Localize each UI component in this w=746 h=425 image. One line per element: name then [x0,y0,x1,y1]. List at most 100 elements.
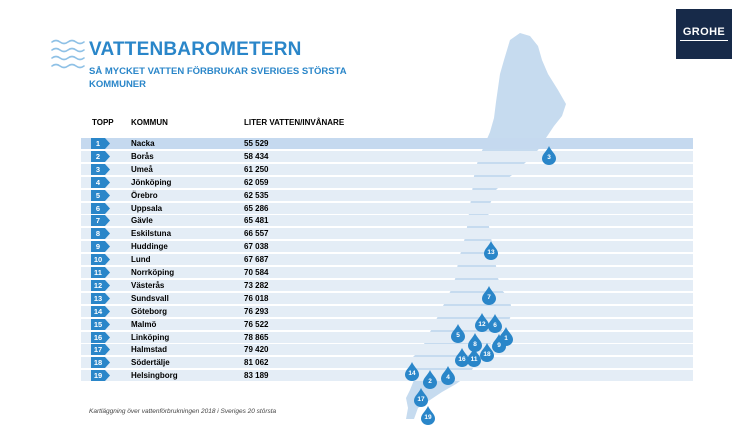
water-value: 76 018 [244,294,269,303]
municipality-name: Helsingborg [131,371,178,380]
municipality-name: Uppsala [131,204,163,213]
rank-badge: 5 [91,190,111,201]
rank-number: 2 [95,152,101,161]
rank-badge: 9 [91,241,111,252]
rank-badge: 17 [91,344,111,355]
pin-label: 18 [483,351,491,358]
rank-number: 6 [95,204,101,213]
water-drop-pin: 13 [484,241,498,260]
rank-badge: 6 [91,203,111,214]
rank-number: 7 [95,216,101,225]
pin-label: 4 [446,374,450,381]
table-row [81,203,693,214]
water-value: 61 250 [244,165,269,174]
municipality-name: Göteborg [131,307,167,316]
rank-badge: 4 [91,177,111,188]
rank-badge: 10 [91,254,111,265]
table-row [81,344,693,355]
water-value: 73 282 [244,281,269,290]
table-row [81,138,693,149]
water-value: 81 062 [244,358,269,367]
header-value: LITER VATTEN/INVÅNARE [244,118,345,127]
municipality-name: Halmstad [131,345,168,354]
municipality-name: Borås [131,152,154,161]
water-value: 65 286 [244,204,269,213]
rank-number: 10 [93,255,103,264]
rank-number: 11 [94,268,102,277]
water-drop-pin: 2 [423,370,437,389]
pin-label: 8 [473,341,477,348]
table-row [81,177,693,188]
table-row [81,319,693,330]
rank-number: 18 [93,358,103,367]
pin-label: 1 [504,335,508,342]
table-row [81,190,693,201]
pin-label: 13 [487,249,495,256]
municipality-name: Eskilstuna [131,229,172,238]
rank-badge: 3 [91,164,111,175]
header-municipality: KOMMUN [131,118,168,127]
rank-badge: 12 [91,280,111,291]
water-drop-pin: 5 [451,324,465,343]
water-drop-pin: 11 [467,348,481,367]
rank-number: 13 [93,294,103,303]
water-value: 58 434 [244,152,269,161]
water-value: 65 481 [244,216,269,225]
rank-badge: 18 [91,357,111,368]
table-row [81,332,693,343]
logo-text: GROHE [682,26,726,38]
water-value: 66 557 [244,229,269,238]
rank-badge: 14 [91,306,111,317]
table-row [81,215,693,226]
water-value: 62 535 [244,191,269,200]
pin-label: 14 [408,370,416,377]
rank-number: 4 [95,178,101,187]
municipality-name: Huddinge [131,242,168,251]
rank-badge: 16 [91,332,111,343]
pin-label: 17 [417,396,425,403]
water-value: 83 189 [244,371,269,380]
water-value: 78 865 [244,333,269,342]
pin-label: 6 [493,322,497,329]
header-rank: TOPP [92,118,114,127]
waves-icon [51,39,85,69]
rank-badge: 1 [91,138,111,149]
rank-badge: 13 [91,293,111,304]
table-row [81,254,693,265]
rank-number: 5 [95,191,101,200]
rank-badge: 15 [91,319,111,330]
table-row [81,306,693,317]
table-row [81,228,693,239]
footnote: Kartläggning över vattenförbrukningen 20… [89,408,277,415]
water-drop-pin: 14 [405,362,419,381]
table-row [81,370,693,381]
municipality-name: Örebro [131,191,158,200]
municipality-name: Västerås [131,281,165,290]
municipality-name: Lund [131,255,151,264]
pin-label: 9 [497,342,501,349]
water-drop-pin: 19 [421,406,435,425]
water-value: 67 038 [244,242,269,251]
rank-number: 15 [93,320,103,329]
water-value: 79 420 [244,345,269,354]
table-row [81,267,693,278]
pin-label: 3 [547,154,551,161]
water-drop-pin: 7 [482,286,496,305]
municipality-name: Linköping [131,333,170,342]
rank-badge: 7 [91,215,111,226]
table-row [81,293,693,304]
rank-number: 8 [95,229,101,238]
pin-label: 7 [487,294,491,301]
grohe-logo: GROHE [676,9,732,59]
water-drop-pin: 12 [475,313,489,332]
rank-number: 17 [93,345,103,354]
water-value: 55 529 [244,139,269,148]
pin-label: 2 [428,378,432,385]
rank-badge: 2 [91,151,111,162]
rank-number: 12 [93,281,103,290]
water-drop-pin: 8 [468,333,482,352]
water-drop-pin: 18 [480,343,494,362]
pin-label: 11 [470,356,478,363]
municipality-name: Sundsvall [131,294,169,303]
municipality-name: Södertälje [131,358,170,367]
